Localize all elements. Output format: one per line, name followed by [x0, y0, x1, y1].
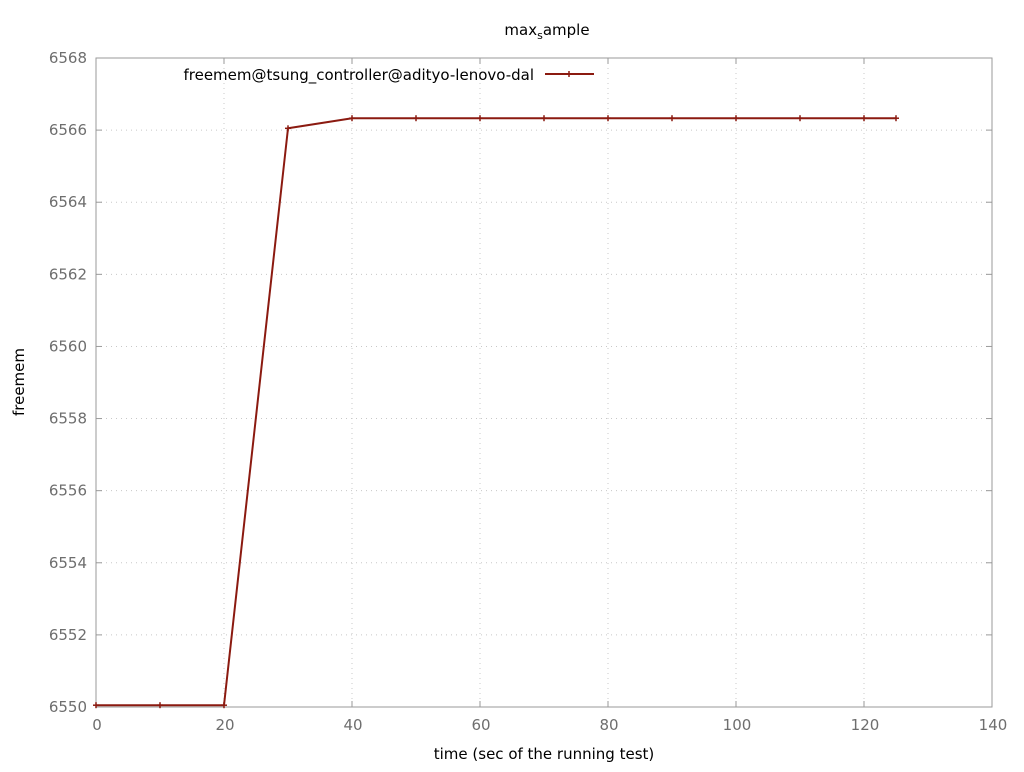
x-tick-label: 120	[851, 716, 880, 734]
legend-label: freemem@tsung_controller@adityo-lenovo-d…	[183, 66, 534, 85]
series-layer	[93, 115, 899, 709]
data-point-marker	[669, 115, 675, 122]
y-tick-label: 6550	[49, 698, 87, 716]
data-point-marker	[861, 115, 867, 122]
x-tick-label: 80	[599, 716, 618, 734]
y-tick-label: 6568	[49, 49, 87, 67]
y-tick-label: 6554	[49, 554, 87, 572]
data-point-marker	[157, 702, 163, 709]
chart-title: maxsample	[504, 21, 589, 42]
x-tick-label: 0	[92, 716, 102, 734]
chart-title-rest: ample	[543, 21, 590, 39]
data-point-marker	[413, 115, 419, 122]
data-point-marker	[797, 115, 803, 122]
y-tick-label: 6556	[49, 482, 87, 500]
chart-title-subscript: s	[537, 29, 543, 42]
plot-area-border	[95, 57, 993, 708]
x-tick-label: 60	[471, 716, 490, 734]
data-point-marker	[93, 702, 99, 709]
y-axis-tick-labels: 6550 6552 6554 6556 6558 6560 6562 6564 6566 6568	[49, 49, 87, 716]
axis-ticks	[95, 57, 993, 708]
y-tick-label: 6560	[49, 337, 87, 355]
y-tick-label: 6564	[49, 193, 87, 211]
x-axis-tick-labels: 0 20 40 60 80 100 120 140	[92, 716, 1007, 734]
grid-lines	[96, 58, 992, 707]
y-axis-title: freemem	[10, 348, 28, 416]
x-tick-label: 100	[723, 716, 752, 734]
y-tick-label: 6558	[49, 410, 87, 428]
y-tick-label: 6552	[49, 626, 87, 644]
x-tick-label: 140	[979, 716, 1008, 734]
data-point-marker	[541, 115, 547, 122]
y-tick-label: 6562	[49, 265, 87, 283]
data-point-marker	[893, 115, 899, 122]
x-axis-title: time (sec of the running test)	[434, 745, 655, 763]
data-point-marker	[349, 115, 355, 122]
data-point-marker	[733, 115, 739, 122]
x-tick-label: 20	[215, 716, 234, 734]
series-line	[96, 117, 896, 707]
legend-swatch	[545, 71, 594, 77]
data-point-marker	[477, 115, 483, 122]
legend: freemem@tsung_controller@adityo-lenovo-d…	[183, 66, 594, 85]
y-tick-label: 6566	[49, 121, 87, 139]
data-point-marker	[285, 125, 291, 132]
chart-title-main: max	[504, 21, 537, 39]
data-point-marker	[221, 702, 227, 709]
data-point-marker	[605, 115, 611, 122]
x-tick-label: 40	[343, 716, 362, 734]
